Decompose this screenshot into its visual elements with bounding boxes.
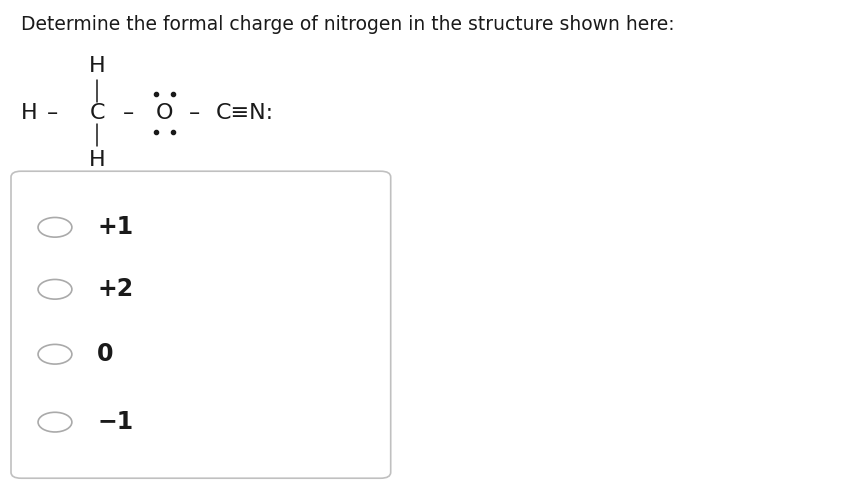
Text: –: – bbox=[46, 103, 58, 123]
Text: H: H bbox=[89, 57, 106, 76]
Text: +1: +1 bbox=[97, 215, 133, 239]
Text: C: C bbox=[90, 103, 105, 123]
Text: Determine the formal charge of nitrogen in the structure shown here:: Determine the formal charge of nitrogen … bbox=[21, 15, 674, 34]
Text: +2: +2 bbox=[97, 277, 133, 301]
Text: H: H bbox=[89, 150, 106, 170]
Text: H: H bbox=[21, 103, 38, 123]
Text: –: – bbox=[123, 103, 134, 123]
Text: C≡N:: C≡N: bbox=[216, 103, 274, 123]
Text: 0: 0 bbox=[97, 342, 113, 366]
Text: −1: −1 bbox=[97, 410, 133, 434]
Text: –: – bbox=[189, 103, 200, 123]
Text: O: O bbox=[156, 103, 173, 123]
FancyBboxPatch shape bbox=[11, 171, 390, 478]
